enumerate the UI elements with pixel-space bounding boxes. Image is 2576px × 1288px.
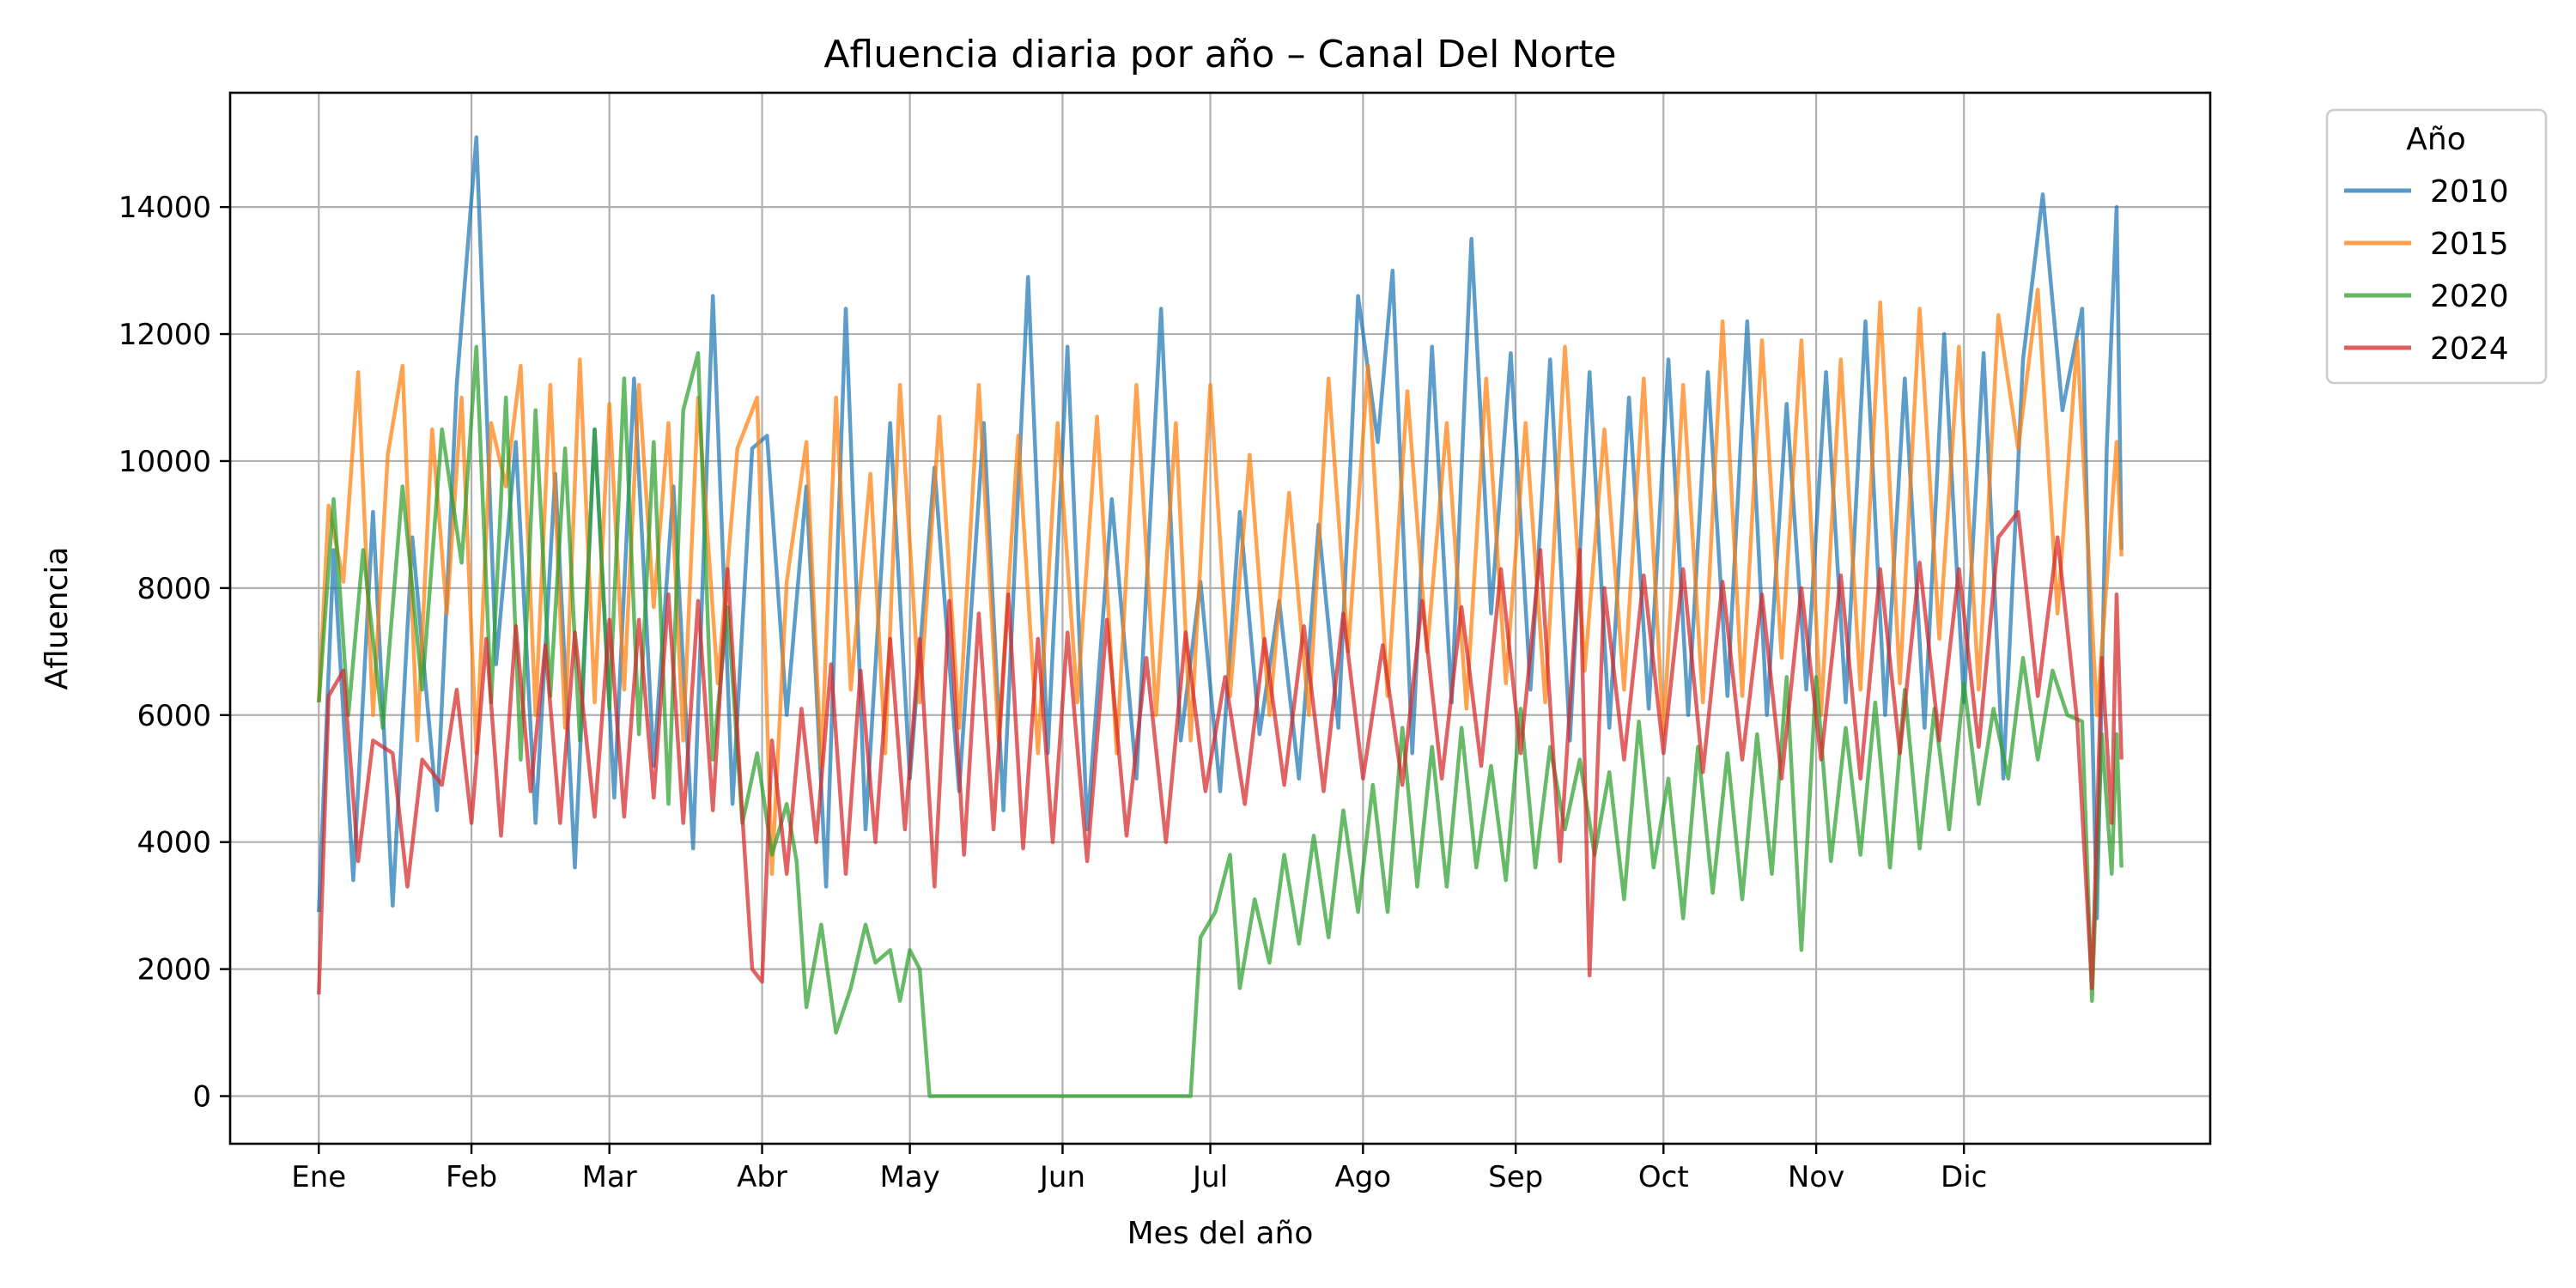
x-tick-label: Jun <box>1038 1160 1085 1194</box>
legend-label-2010: 2010 <box>2430 174 2509 210</box>
x-tick-label: Oct <box>1638 1160 1689 1194</box>
y-axis-label: Afluencia <box>39 547 75 690</box>
y-tick-label: 4000 <box>137 826 211 860</box>
y-tick-label: 10000 <box>118 445 211 479</box>
legend-entries: 2010 2015 2020 2024 <box>2344 174 2509 367</box>
legend-title: Año <box>2406 122 2465 157</box>
x-tick-label: Nov <box>1788 1160 1844 1194</box>
x-tick-label: Ago <box>1335 1160 1392 1194</box>
series-line-2024 <box>317 509 2123 995</box>
legend-label-2024: 2024 <box>2430 331 2509 367</box>
x-tick-label: Ene <box>291 1160 346 1194</box>
y-tick-label: 6000 <box>137 699 211 733</box>
y-tick-label: 8000 <box>137 572 211 606</box>
y-tick-label: 14000 <box>118 191 211 225</box>
legend-label-2020: 2020 <box>2430 279 2509 314</box>
x-tick-label: May <box>879 1160 939 1194</box>
legend-label-2015: 2015 <box>2430 227 2509 262</box>
chart-title: Afluencia diaria por año – Canal Del Nor… <box>823 33 1616 76</box>
series-line-2020 <box>317 344 2123 1098</box>
y-tick-label: 12000 <box>118 318 211 352</box>
x-axis: Ene Feb Mar Abr May Jun Jul Ago Sep Oct Nov Dic <box>291 1144 1987 1194</box>
plot-frame <box>228 91 2212 1145</box>
y-axis: 0 2000 4000 6000 8000 10000 12000 14000 <box>118 191 230 1115</box>
x-tick-label: Dic <box>1941 1160 1987 1194</box>
x-tick-label: Sep <box>1488 1160 1543 1194</box>
x-tick-label: Mar <box>582 1160 637 1194</box>
y-tick-label: 0 <box>192 1080 211 1115</box>
grid <box>230 93 2210 1144</box>
y-tick-label: 2000 <box>137 953 211 987</box>
series-layer <box>317 135 2123 1098</box>
legend-box <box>2325 108 2548 385</box>
legend: Año 2010 2015 2020 2024 <box>2325 108 2548 385</box>
x-tick-label: Feb <box>446 1160 497 1194</box>
x-axis-label: Mes del año <box>1127 1216 1314 1251</box>
x-tick-label: Abr <box>737 1160 787 1194</box>
x-tick-label: Jul <box>1191 1160 1228 1194</box>
